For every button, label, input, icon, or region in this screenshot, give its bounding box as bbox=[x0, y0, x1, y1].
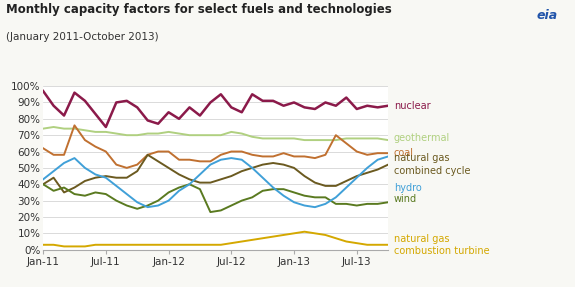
Text: geothermal: geothermal bbox=[394, 133, 450, 144]
Text: coal: coal bbox=[394, 148, 414, 158]
Text: natural gas
combustion turbine: natural gas combustion turbine bbox=[394, 234, 489, 256]
Text: (January 2011-October 2013): (January 2011-October 2013) bbox=[6, 32, 158, 42]
Text: natural gas
combined cycle: natural gas combined cycle bbox=[394, 154, 470, 176]
Text: hydro: hydro bbox=[394, 183, 421, 193]
Text: nuclear: nuclear bbox=[394, 101, 431, 111]
Text: Monthly capacity factors for select fuels and technologies: Monthly capacity factors for select fuel… bbox=[6, 3, 392, 16]
Text: eia: eia bbox=[536, 9, 558, 22]
Text: wind: wind bbox=[394, 194, 417, 204]
